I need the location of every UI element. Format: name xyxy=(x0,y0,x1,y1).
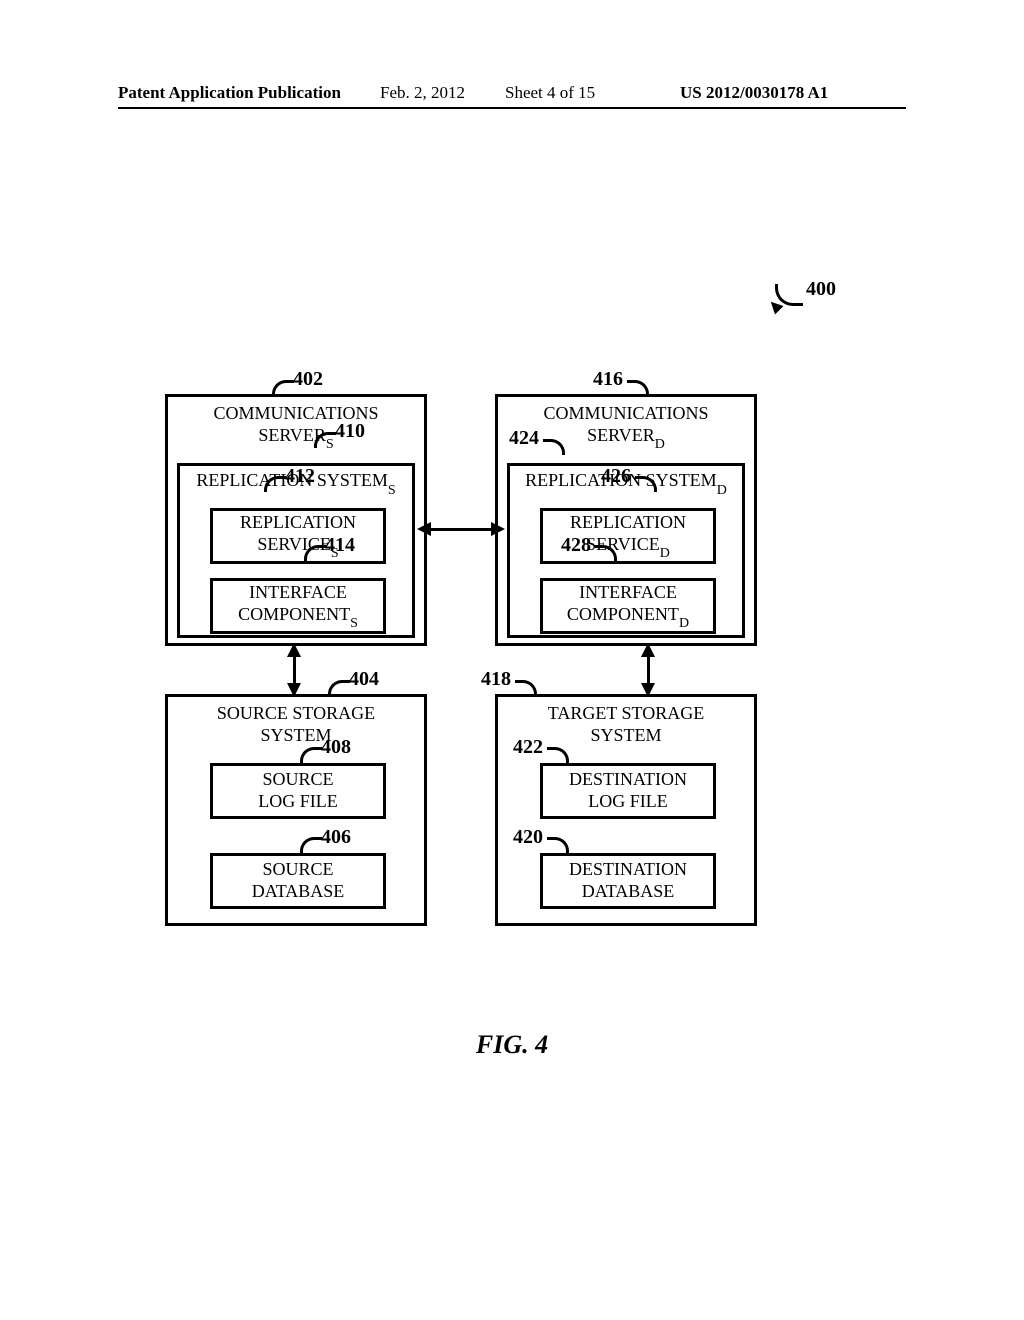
header-publication: Patent Application Publication xyxy=(118,83,341,103)
box-source-storage: SOURCE STORAGE SYSTEM SOURCE LOG FILE SO… xyxy=(165,694,427,926)
hook-402 xyxy=(272,380,294,396)
label-source-log: SOURCE LOG FILE xyxy=(258,769,338,812)
ref-416: 416 xyxy=(593,368,623,391)
arrowhead-right-down xyxy=(641,683,655,697)
box-target-storage: TARGET STORAGE SYSTEM DESTINATION LOG FI… xyxy=(495,694,757,926)
ref-400: 400 xyxy=(806,278,836,301)
box-destination-db: DESTINATION DATABASE xyxy=(540,853,716,909)
ref-408: 408 xyxy=(321,736,351,759)
box-interface-component-d: INTERFACE COMPONENTD xyxy=(540,578,716,634)
label-interface-component-s: INTERFACE COMPONENTS xyxy=(238,582,358,630)
figure-label: FIG. 4 xyxy=(0,1030,1024,1060)
text-rsvc1-d: REPLICATION xyxy=(570,512,686,532)
label-source-storage: SOURCE STORAGE SYSTEM xyxy=(168,697,424,746)
hook-418 xyxy=(515,680,537,696)
sub-s-2: S xyxy=(388,483,396,498)
page: Patent Application Publication Feb. 2, 2… xyxy=(0,0,1024,1320)
text-iface2-s: COMPONENT xyxy=(238,604,350,624)
ref-418: 418 xyxy=(481,668,511,691)
box-replication-system-s: REPLICATION SYSTEMS REPLICATION SERVICES… xyxy=(177,463,415,638)
box-destination-log: DESTINATION LOG FILE xyxy=(540,763,716,819)
ref-406: 406 xyxy=(321,826,351,849)
header-docnum: US 2012/0030178 A1 xyxy=(680,83,828,103)
text-log1-s: SOURCE xyxy=(262,769,333,789)
ref-414: 414 xyxy=(325,534,355,557)
box-source-db: SOURCE DATABASE xyxy=(210,853,386,909)
box-comm-server-s: COMMUNICATIONS SERVERS REPLICATION SYSTE… xyxy=(165,394,427,646)
text-iface1-s: INTERFACE xyxy=(249,582,347,602)
header-sheet: Sheet 4 of 15 xyxy=(505,83,595,103)
text-db1-s: SOURCE xyxy=(262,859,333,879)
arrowhead-right-up xyxy=(641,643,655,657)
hook-416 xyxy=(627,380,649,396)
ref-420: 420 xyxy=(513,826,543,849)
arrow-between-servers xyxy=(429,528,493,531)
ref-402: 402 xyxy=(293,368,323,391)
arrow-left-vertical xyxy=(293,654,296,686)
sub-d-3: D xyxy=(660,546,670,561)
label-destination-db: DESTINATION DATABASE xyxy=(569,859,687,902)
ref-428: 428 xyxy=(561,534,591,557)
arrowhead-right xyxy=(491,522,505,536)
text-stor1-s: SOURCE STORAGE xyxy=(217,703,375,723)
ref-426: 426 xyxy=(601,465,631,488)
text-comm2-d: SERVER xyxy=(587,425,655,445)
text-comm1-d: COMMUNICATIONS xyxy=(543,403,708,423)
sub-s-4: S xyxy=(350,616,358,631)
label-comm-server-s: COMMUNICATIONS SERVERS xyxy=(168,397,424,451)
box-replication-system-d: REPLICATION SYSTEMD REPLICATION SERVICED… xyxy=(507,463,745,638)
sub-d-4: D xyxy=(679,616,689,631)
ref-410: 410 xyxy=(335,420,365,443)
ref-424: 424 xyxy=(509,427,539,450)
box-replication-service-s: REPLICATION SERVICES xyxy=(210,508,386,564)
text-db2-d: DATABASE xyxy=(582,881,675,901)
text-stor1-d: TARGET STORAGE xyxy=(548,703,704,723)
text-db1-d: DESTINATION xyxy=(569,859,687,879)
text-log2-s: LOG FILE xyxy=(258,791,338,811)
ref-412: 412 xyxy=(285,465,315,488)
text-log1-d: DESTINATION xyxy=(569,769,687,789)
label-source-db: SOURCE DATABASE xyxy=(252,859,345,902)
ref-404: 404 xyxy=(349,668,379,691)
label-destination-log: DESTINATION LOG FILE xyxy=(569,769,687,812)
diagram: COMMUNICATIONS SERVERS REPLICATION SYSTE… xyxy=(165,380,865,970)
arrow-right-vertical xyxy=(647,654,650,686)
text-stor2-d: SYSTEM xyxy=(590,725,661,745)
hook-404 xyxy=(328,680,350,696)
sub-d-2: D xyxy=(717,483,727,498)
arrowhead-left xyxy=(417,522,431,536)
label-interface-component-d: INTERFACE COMPONENTD xyxy=(567,582,689,630)
arrowhead-left-down xyxy=(287,683,301,697)
text-iface1-d: INTERFACE xyxy=(579,582,677,602)
text-rsvc1-s: REPLICATION xyxy=(240,512,356,532)
text-db2-s: DATABASE xyxy=(252,881,345,901)
box-source-log: SOURCE LOG FILE xyxy=(210,763,386,819)
text-iface2-d: COMPONENT xyxy=(567,604,679,624)
ref-422: 422 xyxy=(513,736,543,759)
arrowhead-left-up xyxy=(287,643,301,657)
header-date: Feb. 2, 2012 xyxy=(380,83,465,103)
box-interface-component-s: INTERFACE COMPONENTS xyxy=(210,578,386,634)
header-rule xyxy=(118,107,906,109)
sub-d-1: D xyxy=(655,437,665,452)
text-log2-d: LOG FILE xyxy=(588,791,668,811)
